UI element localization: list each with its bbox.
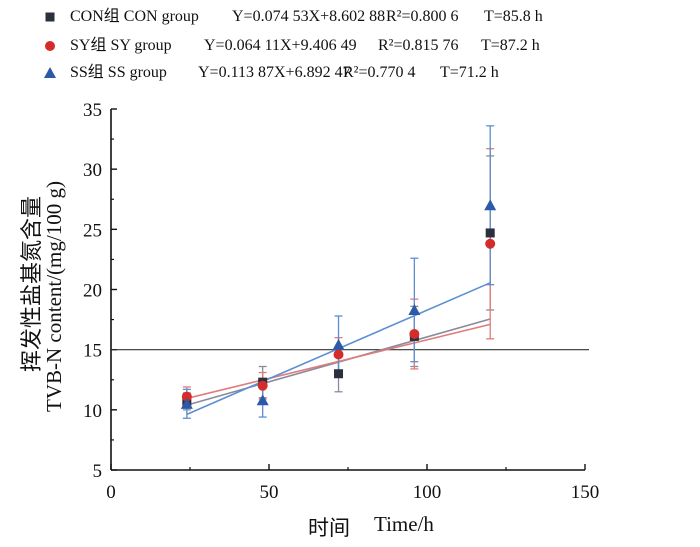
legend-marker <box>45 12 55 22</box>
data-point <box>484 199 497 211</box>
x-tick-label: 50 <box>260 482 279 503</box>
data-point <box>333 349 344 360</box>
legend-name: CON组 CON group <box>70 8 199 25</box>
legend-entry: SS组 SS group Y=0.113 87X+6.892 47 R²=0.770… <box>0 61 700 85</box>
y-tick-label: 5 <box>93 461 103 482</box>
legend-equation: Y=0.064 11X+9.406 49 <box>204 37 357 54</box>
x-tick-label: 0 <box>106 482 116 503</box>
y-tick-label: 20 <box>83 281 102 302</box>
legend-name: SS组 SS group <box>70 64 167 81</box>
legend-r2: R²=0.770 4 <box>343 64 416 81</box>
data-point <box>257 380 268 391</box>
y-tick-label: 25 <box>83 220 102 241</box>
legend-marker <box>44 67 56 78</box>
data-point <box>256 394 269 406</box>
legend-entry: CON组 CON group Y=0.074 53X+8.602 88 R²=0.8… <box>0 5 700 29</box>
data-point <box>485 238 496 249</box>
data-point <box>485 228 495 238</box>
y-tick-label: 30 <box>83 160 102 181</box>
x-tick-label: 150 <box>571 482 600 503</box>
data-point <box>332 338 345 350</box>
legend-entry: SY组 SY group Y=0.064 11X+9.406 49 R²=0.815… <box>0 34 700 58</box>
x-tick-label: 100 <box>413 482 442 503</box>
legend-name: SY组 SY group <box>70 37 172 54</box>
legend-equation: Y=0.113 87X+6.892 47 <box>198 64 351 81</box>
y-tick-label: 15 <box>83 341 102 362</box>
legend-equation: Y=0.074 53X+8.602 88 <box>232 8 386 25</box>
data-point <box>180 397 193 409</box>
data-point <box>408 303 421 315</box>
data-point <box>409 329 420 340</box>
x-axis-label-cn: 时间 <box>308 516 350 540</box>
data-point <box>181 391 192 402</box>
y-tick-label: 10 <box>83 401 102 422</box>
y-axis-label-en: TVB-N content/(mg/100 g) <box>42 181 66 412</box>
data-point <box>334 369 344 379</box>
x-axis-label-en: Time/h <box>374 512 434 536</box>
legend-t: T=71.2 h <box>440 64 499 81</box>
y-tick-label: 35 <box>83 100 102 121</box>
legend-t: T=85.8 h <box>484 8 543 25</box>
legend-r2: R²=0.800 6 <box>386 8 459 25</box>
legend-t: T=87.2 h <box>481 37 540 54</box>
legend-r2: R²=0.815 76 <box>378 37 459 54</box>
legend-marker <box>45 41 55 51</box>
